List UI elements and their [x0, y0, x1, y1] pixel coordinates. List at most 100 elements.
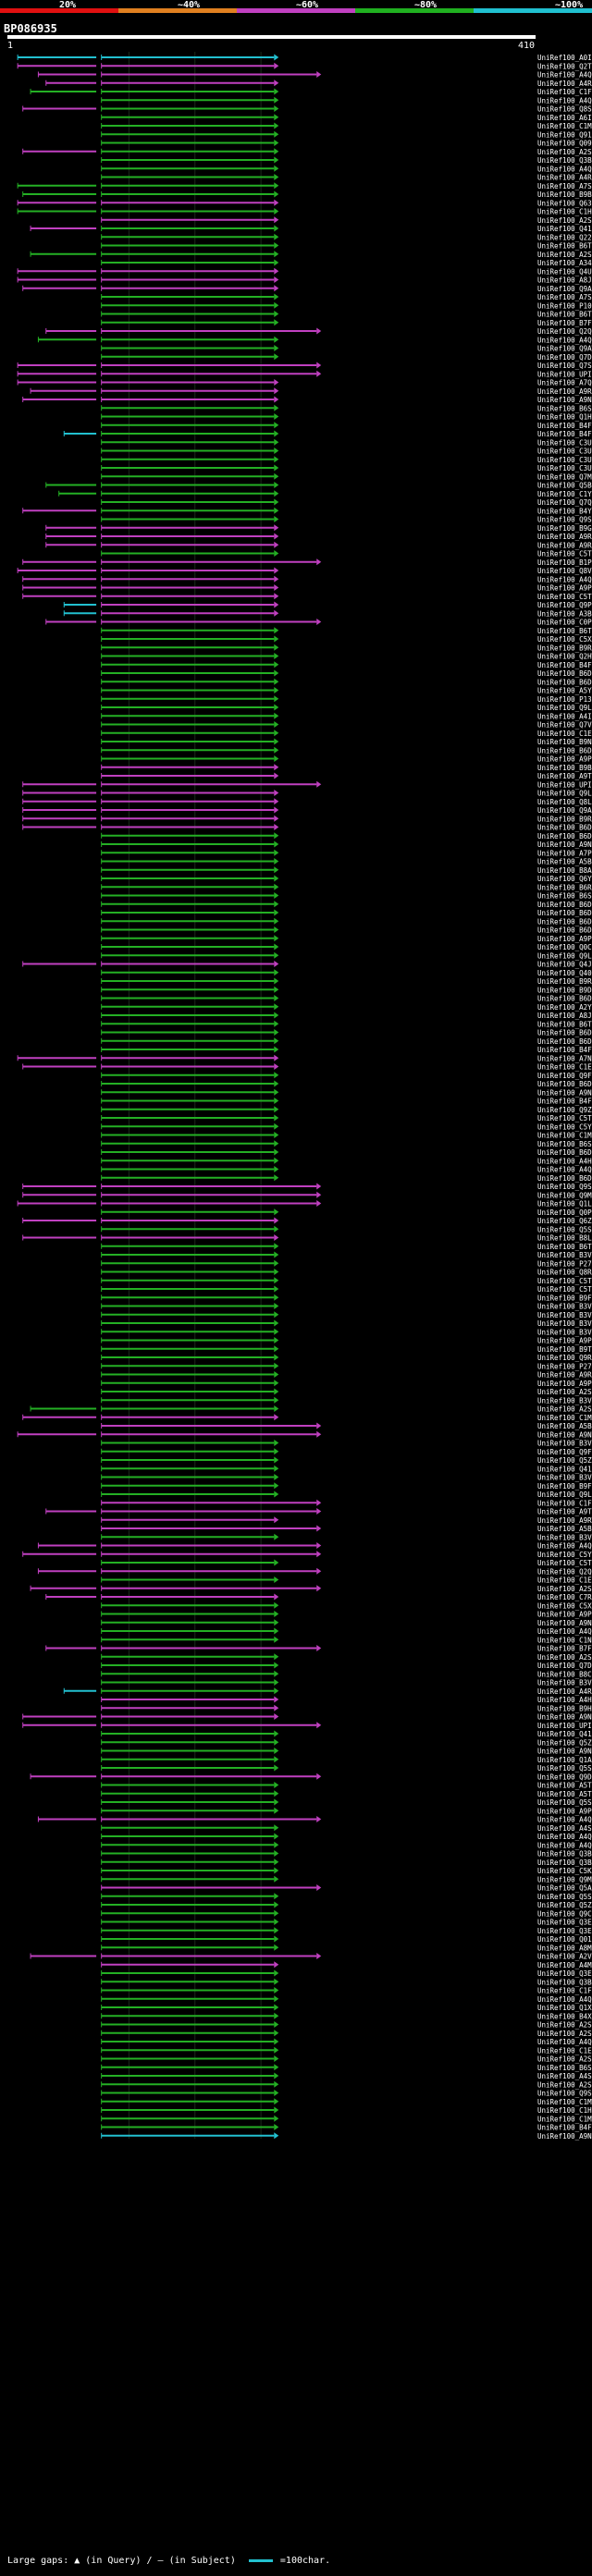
hit-label: UniRef100_A2SY41	[537, 251, 592, 259]
hit-label: UniRef100_C1EEV0	[537, 730, 592, 738]
hit-label: UniRef100_A9P1R3	[537, 1807, 592, 1815]
hit-end-arrow	[274, 276, 279, 283]
hit-label: UniRef100_A9PFA4	[537, 1380, 592, 1388]
hit-label: UniRef100_C1FD84	[537, 1987, 592, 1995]
hit-label: UniRef100_A4I039	[537, 712, 592, 720]
hit-label: UniRef100_A9RME5	[537, 533, 592, 541]
hit-row: UniRef100_C1FEC3	[30, 88, 592, 96]
hit-end-arrow	[274, 1764, 279, 1772]
hit-row: UniRef100_B6DZ23	[101, 746, 592, 754]
hit-end-arrow	[316, 1884, 322, 1891]
hit-row: UniRef100_A9RGU3	[45, 541, 592, 549]
legend-segment-100	[474, 8, 592, 13]
hit-end-arrow	[274, 755, 279, 762]
hit-end-arrow	[274, 1576, 279, 1583]
hit-label: UniRef100_B6DZ30	[537, 1037, 592, 1046]
hit-row: UniRef100_Q9ZSU1	[101, 1106, 592, 1114]
hit-label: UniRef100_A4QPN0	[537, 1166, 592, 1174]
hit-end-arrow	[274, 251, 279, 258]
hit-label: UniRef100_Q41038	[537, 225, 592, 233]
hit-row: UniRef100_B3VV22	[101, 1440, 592, 1448]
hit-end-arrow	[274, 678, 279, 685]
hit-label: UniRef100_Q3BXU3	[537, 1850, 592, 1858]
hit-row: UniRef100_UPI000..	[17, 370, 592, 378]
hit-row: UniRef100_Q1XGO3	[101, 2004, 592, 2012]
hit-end-arrow	[274, 174, 279, 180]
hit-label: UniRef100_B9GML1	[537, 524, 592, 533]
hit-row: UniRef100_B6DZ20	[101, 1080, 592, 1088]
hit-end-arrow	[274, 1208, 279, 1216]
hit-end-arrow	[274, 1601, 279, 1609]
hit-end-arrow	[274, 892, 279, 899]
legend-label-60: ~60%	[296, 0, 319, 10]
hit-label: UniRef100_C1FD94	[537, 1499, 592, 1507]
hit-row: UniRef100_B6TNZ8	[101, 1020, 592, 1028]
hit-end-arrow	[274, 584, 279, 591]
hit-row: UniRef100_Q09022	[101, 140, 592, 148]
hit-end-arrow	[274, 80, 279, 87]
hit-end-arrow	[274, 627, 279, 634]
hit-label: UniRef100_UPI000..	[537, 780, 592, 789]
hit-row: UniRef100_C3UVT1	[101, 448, 592, 456]
hit-end-arrow	[274, 1858, 279, 1866]
hit-label: UniRef100_A7NTV5	[537, 1054, 592, 1062]
hit-label: UniRef100_Q3BXU0	[537, 1858, 592, 1867]
hit-row: UniRef100_B6DZ26	[101, 909, 592, 917]
hit-end-arrow	[274, 1405, 279, 1412]
hit-end-arrow	[274, 2132, 279, 2140]
hit-label: UniRef100_B6TNZ8	[537, 1020, 592, 1028]
hit-label: UniRef100_Q1H0L9	[537, 413, 592, 422]
hit-label: UniRef100_B9R076	[537, 815, 592, 823]
hit-end-arrow	[274, 2072, 279, 2079]
hit-row: UniRef100_A9TVG2	[45, 1508, 592, 1516]
hit-row: UniRef100_C1HSB8	[101, 2106, 592, 2115]
hit-label: UniRef100_B4FZL4	[537, 2124, 592, 2132]
hit-end-arrow	[274, 1337, 279, 1343]
hit-label: UniRef100_A3485	[537, 259, 592, 267]
hit-label: UniRef100_C1MH26	[537, 1414, 592, 1422]
hit-row: UniRef100_Q5ZV17	[101, 1456, 592, 1465]
hit-row: UniRef100_P27524	[101, 1362, 592, 1370]
hit-label: UniRef100_Q3E725	[537, 1927, 592, 1935]
hit-label: UniRef100_C5TV10	[537, 1559, 592, 1567]
hit-label: UniRef100_B9BCF0	[537, 764, 592, 772]
hit-label: UniRef100_Q5SBN0	[537, 1764, 592, 1773]
hit-label: UniRef100_C3UVS6	[537, 456, 592, 464]
hit-row: UniRef100_A5B876	[101, 858, 592, 866]
hit-row: UniRef100_A9RNM1	[30, 387, 592, 396]
hit-end-arrow	[274, 267, 279, 275]
hit-label: UniRef100_C0PS08	[537, 619, 592, 627]
hit-label: UniRef100_Q2HW72	[537, 653, 592, 661]
hit-row: UniRef100_C1EF74	[101, 1576, 592, 1585]
hit-row: UniRef100_C5K710	[101, 1867, 592, 1875]
hit-end-arrow	[274, 901, 279, 908]
hit-end-arrow	[274, 1833, 279, 1840]
hit-end-arrow	[274, 815, 279, 822]
hit-label: UniRef100_A9NRY9	[537, 1748, 592, 1756]
hit-label: UniRef100_A7SVY6	[537, 182, 592, 190]
hit-label: UniRef100_A9P1X4	[537, 755, 592, 764]
hit-row: UniRef100_Q8S567	[22, 105, 592, 114]
hit-row: UniRef100_Q8L2S4	[22, 798, 592, 806]
hit-row: UniRef100_B9BCF0	[101, 764, 592, 772]
hit-label: UniRef100_C3UVT1	[537, 448, 592, 456]
hit-label: UniRef100_A9NGF7	[537, 1713, 592, 1722]
hit-row: UniRef100_Q2Q070	[45, 327, 592, 336]
hit-row: UniRef100_C1MWQ4	[101, 2115, 592, 2123]
hit-end-arrow	[316, 370, 322, 377]
hit-row: UniRef100_Q41642	[101, 1730, 592, 1738]
hit-row: UniRef100_A4RV22	[45, 80, 592, 88]
hit-label: UniRef100_P27525	[537, 1259, 592, 1268]
hit-end-arrow	[274, 2055, 279, 2062]
hit-end-arrow	[274, 208, 279, 215]
hit-end-arrow	[274, 225, 279, 232]
hit-row: UniRef100_Q9SQL2	[101, 516, 592, 524]
hit-row: UniRef100_A4QZP7	[22, 575, 592, 583]
footer-legend: Large gaps: ▲ (in Query) / – (in Subject…	[7, 2556, 330, 2566]
hit-end-arrow	[274, 1893, 279, 1900]
hit-end-arrow	[274, 422, 279, 429]
hit-end-arrow	[274, 233, 279, 240]
hit-end-arrow	[316, 1585, 322, 1592]
hit-end-arrow	[274, 1345, 279, 1353]
hit-end-arrow	[274, 1516, 279, 1524]
